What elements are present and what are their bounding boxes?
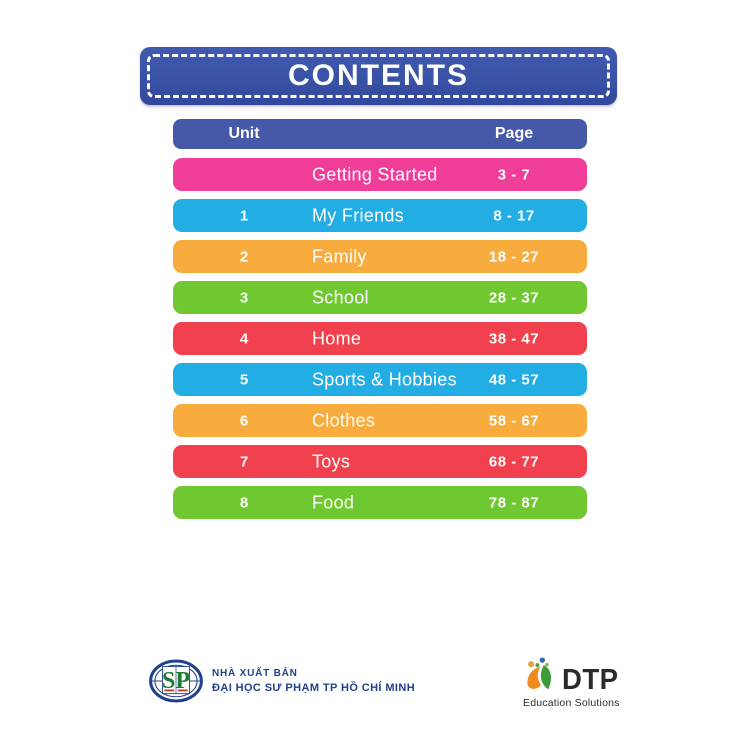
- banner-dashed-border: CONTENTS: [147, 54, 610, 98]
- toc-row: 7 Toys 68 - 77: [173, 445, 587, 478]
- unit-title: Toys: [312, 451, 351, 471]
- page-range: 8 - 17: [493, 207, 535, 224]
- page-title: CONTENTS: [288, 59, 469, 92]
- toc-row: 4 Home 38 - 47: [173, 322, 587, 355]
- unit-title: Clothes: [312, 410, 376, 430]
- toc-row: 8 Food 78 - 87: [173, 486, 587, 519]
- dtp-logo-block: DTP Education Solutions: [523, 655, 633, 709]
- publisher-sp-logo-icon: SP: [149, 659, 203, 703]
- dtp-tagline: Education Solutions: [523, 697, 620, 709]
- toc-row: 1 My Friends 8 - 17: [173, 199, 587, 232]
- publisher-line2: ĐẠI HỌC SƯ PHẠM TP HỒ CHÍ MINH: [212, 682, 416, 694]
- unit-title: My Friends: [312, 205, 405, 225]
- publisher-text: NHÀ XUẤT BẢN ĐẠI HỌC SƯ PHẠM TP HỒ CHÍ M…: [212, 668, 415, 694]
- publisher-line1: NHÀ XUẤT BẢN: [212, 668, 298, 679]
- unit-number: 8: [239, 494, 249, 511]
- unit-title: Food: [312, 492, 355, 512]
- unit-title: Getting Started: [312, 164, 438, 184]
- publisher-block: SP NHÀ XUẤT BẢN ĐẠI HỌC SƯ PHẠM TP HỒ CH…: [149, 659, 415, 703]
- page-range: 28 - 37: [488, 289, 540, 306]
- unit-title: Home: [312, 328, 362, 348]
- table-header: Unit Page: [173, 119, 587, 149]
- contents-banner: CONTENTS: [140, 47, 617, 105]
- page-range: 38 - 47: [488, 330, 540, 347]
- dtp-logo-icon: [527, 657, 552, 690]
- unit-column-header: Unit: [228, 125, 260, 142]
- page-range: 78 - 87: [488, 494, 540, 511]
- dtp-name: DTP: [562, 664, 619, 697]
- unit-number: 3: [239, 289, 249, 306]
- toc-row: 6 Clothes 58 - 67: [173, 404, 587, 437]
- page-range: 3 - 7: [497, 166, 531, 183]
- toc-row: 2 Family 18 - 27: [173, 240, 587, 273]
- unit-number: 1: [239, 207, 249, 224]
- unit-number: 6: [239, 412, 249, 429]
- unit-title: Sports & Hobbies: [312, 369, 457, 389]
- page-range: 58 - 67: [488, 412, 540, 429]
- page-range: 18 - 27: [488, 248, 540, 265]
- page-column-header: Page: [494, 125, 534, 142]
- toc-row: 5 Sports & Hobbies 48 - 57: [173, 363, 587, 396]
- page-range: 48 - 57: [488, 371, 540, 388]
- page-range: 68 - 77: [488, 453, 540, 470]
- unit-number: 2: [239, 248, 249, 265]
- table-rows: Getting Started 3 - 7 1 My Friends 8 - 1…: [173, 158, 587, 527]
- toc-row: 3 School 28 - 37: [173, 281, 587, 314]
- unit-title: Family: [312, 246, 367, 266]
- toc-row: Getting Started 3 - 7: [173, 158, 587, 191]
- unit-number: 5: [239, 371, 249, 388]
- unit-number: 7: [239, 453, 249, 470]
- unit-number: 4: [239, 330, 249, 347]
- unit-title: School: [312, 287, 369, 307]
